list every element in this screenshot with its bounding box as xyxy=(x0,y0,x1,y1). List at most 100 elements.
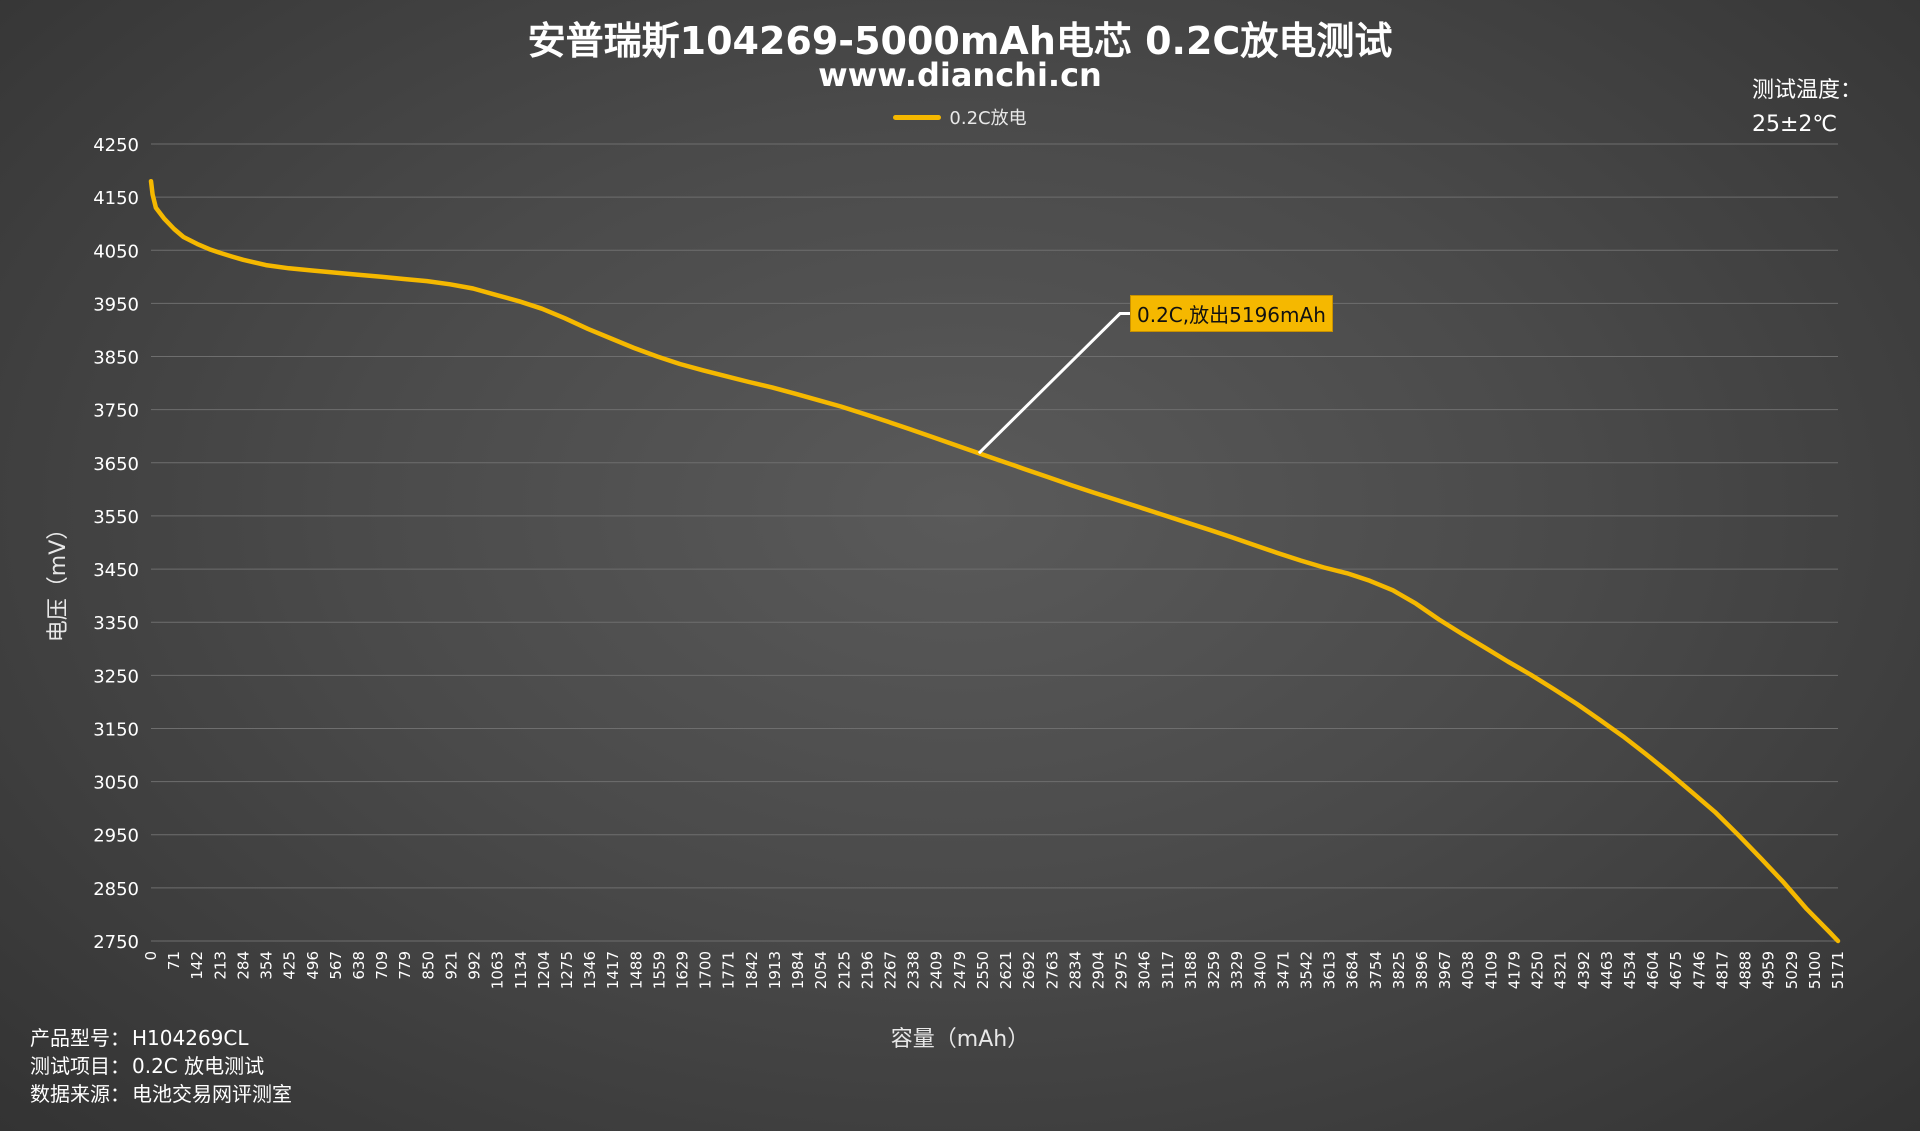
x-tick-label: 284 xyxy=(234,951,252,980)
y-tick-label: 3850 xyxy=(93,348,139,369)
y-tick-label: 3350 xyxy=(93,613,139,634)
x-tick-label: 3684 xyxy=(1344,951,1362,989)
y-tick-label: 3950 xyxy=(93,294,139,315)
y-tick-labels: 2750 2850 2950 3050 3150 3250 3350 3450 3550 3650… xyxy=(93,135,139,953)
product-info: 产品型号： H104269CL 测试项目： 0.2C 放电测试 数据来源： 电池… xyxy=(30,1024,292,1108)
x-tick-label: 3471 xyxy=(1274,951,1292,989)
x-tick-label: 213 xyxy=(211,951,229,980)
info-row-source: 数据来源： 电池交易网评测室 xyxy=(30,1080,292,1108)
x-tick-label: 4109 xyxy=(1482,951,1500,989)
chart-title: 安普瑞斯104269-5000mAh电芯 0.2C放电测试 xyxy=(527,19,1393,63)
x-tick-label: 2125 xyxy=(835,951,853,989)
y-tick-label: 4150 xyxy=(93,188,139,209)
y-tick-label: 3150 xyxy=(93,719,139,740)
test-temperature: 测试温度： 25±2℃ xyxy=(1752,74,1862,142)
y-tick-label: 4250 xyxy=(93,135,139,156)
x-tick-labels: 0 71 142 213 284 354 425 496 567 638 709 779 850 921 9… xyxy=(142,951,1847,989)
info-key: 测试项目： xyxy=(30,1054,130,1078)
x-tick-label: 4534 xyxy=(1621,951,1639,989)
x-tick-label: 3754 xyxy=(1367,951,1385,989)
legend-swatch xyxy=(893,114,942,120)
x-tick-label: 2409 xyxy=(928,951,946,989)
x-tick-label: 3967 xyxy=(1436,951,1454,989)
x-tick-label: 3117 xyxy=(1159,951,1177,989)
x-tick-label: 1559 xyxy=(650,951,668,989)
x-tick-label: 2975 xyxy=(1113,951,1131,989)
annotation-label: 0.2C,放出5196mAh xyxy=(1130,295,1333,332)
chart-subtitle: www.dianchi.cn xyxy=(818,56,1102,94)
legend-label: 0.2C放电 xyxy=(949,108,1027,129)
x-tick-label: 3188 xyxy=(1182,951,1200,989)
x-tick-label: 2692 xyxy=(1020,951,1038,989)
x-tick-label: 2904 xyxy=(1089,951,1107,989)
y-tick-label: 4050 xyxy=(93,241,139,262)
x-tick-label: 3400 xyxy=(1251,951,1269,989)
x-tick-label: 2763 xyxy=(1043,951,1061,989)
x-tick-label: 921 xyxy=(442,951,460,980)
grid-lines xyxy=(151,143,1838,942)
y-tick-label: 3450 xyxy=(93,560,139,581)
x-tick-label: 0 xyxy=(142,951,160,961)
x-tick-label: 992 xyxy=(466,951,484,980)
info-value: H104269CL xyxy=(132,1026,249,1050)
x-tick-label: 5100 xyxy=(1806,951,1824,989)
x-tick-label: 2267 xyxy=(882,951,900,989)
x-tick-label: 850 xyxy=(419,951,437,980)
x-tick-label: 2834 xyxy=(1066,951,1084,989)
x-tick-label: 4038 xyxy=(1459,951,1477,989)
x-tick-label: 1346 xyxy=(581,951,599,989)
x-tick-label: 71 xyxy=(165,951,183,970)
temp-label: 测试温度： xyxy=(1752,78,1863,103)
x-tick-label: 1700 xyxy=(697,951,715,989)
x-tick-label: 1417 xyxy=(604,951,622,989)
x-tick-label: 3046 xyxy=(1136,951,1154,989)
series-line xyxy=(148,178,1841,944)
x-tick-label: 2196 xyxy=(858,951,876,989)
x-tick-label: 3259 xyxy=(1205,951,1223,989)
info-row-model: 产品型号： H104269CL xyxy=(30,1024,292,1052)
x-tick-label: 5171 xyxy=(1829,951,1847,989)
x-tick-label: 709 xyxy=(373,951,391,980)
y-tick-label: 2750 xyxy=(93,932,139,953)
x-tick-label: 4675 xyxy=(1667,951,1685,989)
x-tick-label: 4817 xyxy=(1713,951,1731,989)
x-tick-label: 4888 xyxy=(1737,951,1755,989)
x-tick-label: 4604 xyxy=(1644,951,1662,989)
x-tick-label: 4179 xyxy=(1505,951,1523,989)
x-tick-label: 354 xyxy=(258,951,276,980)
x-tick-label: 1063 xyxy=(489,951,507,989)
legend[interactable]: 0.2C放电 xyxy=(0,104,1920,130)
y-tick-label: 2850 xyxy=(93,879,139,900)
x-tick-label: 3825 xyxy=(1390,951,1408,989)
x-tick-label: 4321 xyxy=(1552,951,1570,989)
x-tick-label: 5029 xyxy=(1783,951,1801,989)
series-group xyxy=(148,178,1841,944)
x-tick-label: 1204 xyxy=(535,951,553,989)
y-tick-label: 2950 xyxy=(93,826,139,847)
x-tick-label: 1913 xyxy=(766,951,784,989)
x-tick-label: 4392 xyxy=(1575,951,1593,989)
x-tick-label: 4463 xyxy=(1598,951,1616,989)
y-axis-title: 电压（mV） xyxy=(46,517,71,643)
x-tick-label: 4746 xyxy=(1690,951,1708,989)
x-tick-label: 4250 xyxy=(1529,951,1547,989)
x-tick-label: 1842 xyxy=(743,951,761,989)
y-tick-label: 3550 xyxy=(93,507,139,528)
x-tick-label: 3896 xyxy=(1413,951,1431,989)
y-tick-label: 3650 xyxy=(93,454,139,475)
y-tick-label: 3050 xyxy=(93,773,139,794)
info-value: 0.2C 放电测试 xyxy=(132,1054,265,1078)
x-tick-label: 567 xyxy=(327,951,345,980)
x-axis-title: 容量（mAh） xyxy=(890,1027,1030,1052)
x-tick-label: 779 xyxy=(396,951,414,980)
x-tick-label: 638 xyxy=(350,951,368,980)
x-tick-label: 3542 xyxy=(1297,951,1315,989)
x-tick-label: 4959 xyxy=(1760,951,1778,989)
x-tick-label: 2338 xyxy=(905,951,923,989)
x-tick-label: 2479 xyxy=(951,951,969,989)
x-tick-label: 1984 xyxy=(789,951,807,989)
x-tick-label: 3613 xyxy=(1321,951,1339,989)
annotation-group xyxy=(977,312,1130,455)
x-tick-label: 425 xyxy=(281,951,299,980)
temp-value: 25±2℃ xyxy=(1752,112,1838,137)
